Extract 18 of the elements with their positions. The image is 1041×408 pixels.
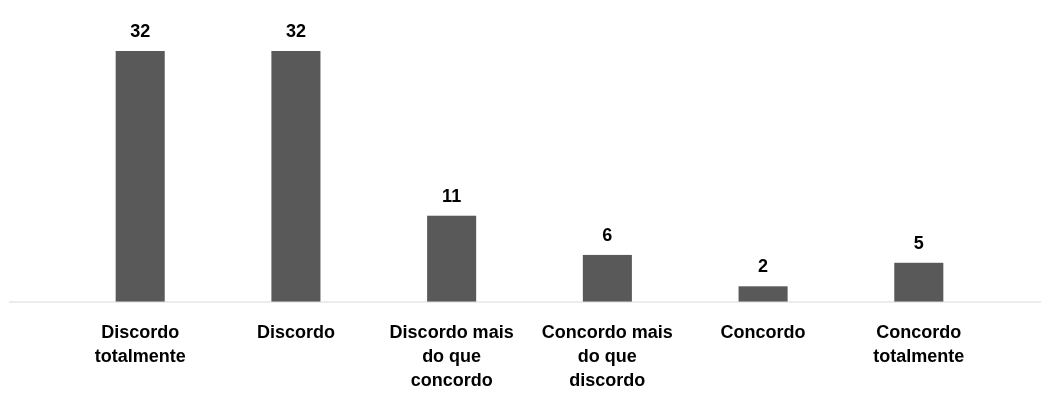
data-label: 2 [758, 256, 769, 277]
x-tick-label: Concordo [720, 322, 806, 342]
bar [738, 286, 788, 302]
x-tick-label: Concordo totalmente [873, 322, 965, 366]
data-label: 32 [285, 21, 306, 41]
data-label: 11 [442, 185, 462, 206]
bar [894, 262, 944, 302]
x-tick-label: Discordo [256, 322, 335, 342]
x-tick-label: Concordo mais do que discordo [541, 322, 673, 390]
x-tick-label: Discordo mais do que concordo [389, 322, 514, 390]
bar [427, 215, 477, 302]
data-label: 5 [913, 232, 924, 253]
bar [115, 51, 165, 302]
data-label: 6 [602, 224, 613, 245]
bar [582, 254, 632, 302]
x-tick-label: Discordo totalmente [94, 322, 186, 366]
bar [271, 51, 321, 302]
data-label: 32 [130, 21, 151, 41]
